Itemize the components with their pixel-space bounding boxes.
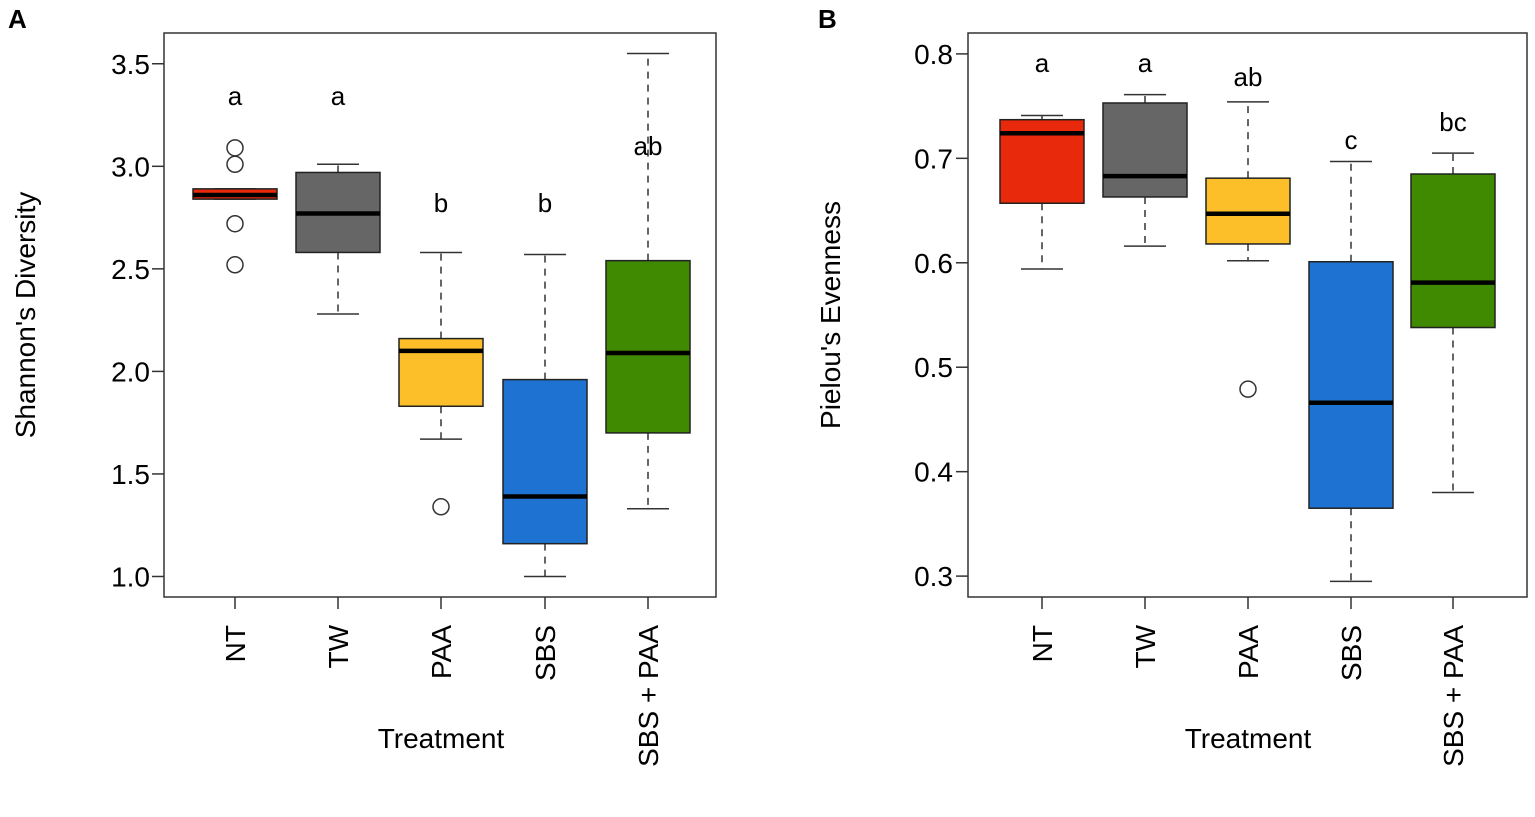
x-axis-title: Treatment (1185, 723, 1312, 754)
box-tw: TW a (1102, 48, 1188, 669)
outlier-point (226, 139, 244, 157)
x-tick-label: PAA (426, 625, 457, 679)
y-tick-label: 2.0 (111, 356, 150, 387)
panel-label-b: B (818, 4, 837, 34)
y-tick-label: 3.0 (111, 151, 150, 182)
iqr-box (1308, 260, 1394, 509)
x-tick-label: SBS (530, 625, 561, 681)
x-tick-label: PAA (1233, 625, 1264, 679)
significance-letter: a (331, 81, 346, 111)
box-nt: NT a (999, 48, 1085, 662)
y-axis-title: Pielou's Evenness (815, 201, 846, 429)
y-tick-label: 0.8 (914, 39, 953, 70)
chart-panel-a: 1.0 1.5 2.0 2.5 3.0 3.5 Shannon's Diversity Tre… (10, 32, 717, 767)
outlier-point (226, 214, 244, 233)
x-tick-label: TW (323, 624, 354, 668)
significance-letter: ab (634, 131, 663, 161)
box-tw: TW a (295, 81, 381, 669)
x-tick-label: TW (1130, 624, 1161, 668)
box-sbs: SBS c (1308, 125, 1394, 681)
box-sbs: SBS b (502, 188, 588, 681)
y-axis-title: Shannon's Diversity (10, 192, 41, 439)
iqr-box (1102, 102, 1188, 198)
significance-letter: b (434, 188, 448, 218)
outlier-point (432, 498, 450, 516)
y-tick-label: 3.5 (111, 49, 150, 80)
x-tick-label: NT (1027, 625, 1058, 662)
plot-frame (163, 32, 717, 598)
box-nt: NT a (192, 81, 278, 662)
box-sbs-paa: SBS + PAA bc (1410, 107, 1496, 767)
significance-letter: b (538, 188, 552, 218)
x-tick-label: NT (220, 625, 251, 662)
significance-letter: c (1345, 125, 1358, 155)
iqr-box (1205, 177, 1291, 245)
significance-letter: a (228, 81, 243, 111)
outlier-point (226, 155, 244, 174)
iqr-box (605, 259, 691, 434)
y-tick-label: 2.5 (111, 254, 150, 285)
y-tick-label: 1.5 (111, 459, 150, 490)
significance-letter: bc (1439, 107, 1466, 137)
y-tick-label: 1.0 (111, 561, 150, 592)
significance-letter: a (1138, 48, 1153, 78)
panel-label-a: A (8, 4, 27, 34)
significance-letter: a (1035, 48, 1050, 78)
x-axis-title: Treatment (378, 723, 505, 754)
x-tick-label: SBS (1336, 625, 1367, 681)
x-tick-label: SBS + PAA (1438, 625, 1469, 767)
y-tick-label: 0.5 (914, 352, 953, 383)
y-tick-label: 0.7 (914, 143, 953, 174)
iqr-box (502, 378, 588, 545)
box-paa: PAA ab (1205, 62, 1291, 679)
y-tick-label: 0.3 (914, 561, 953, 592)
significance-letter: ab (1234, 62, 1263, 92)
outlier-point (1239, 380, 1257, 398)
x-tick-label: SBS + PAA (633, 625, 664, 767)
outlier-point (226, 256, 244, 274)
y-tick-label: 0.6 (914, 248, 953, 279)
chart-panel-b: 0.3 0.4 0.5 0.6 0.7 0.8 Pielou's Evenness Treat… (815, 32, 1528, 767)
y-tick-label: 0.4 (914, 457, 953, 488)
iqr-box (1410, 173, 1496, 329)
box-sbs-paa: SBS + PAA ab (605, 52, 691, 767)
box-paa: PAA b (398, 188, 484, 679)
